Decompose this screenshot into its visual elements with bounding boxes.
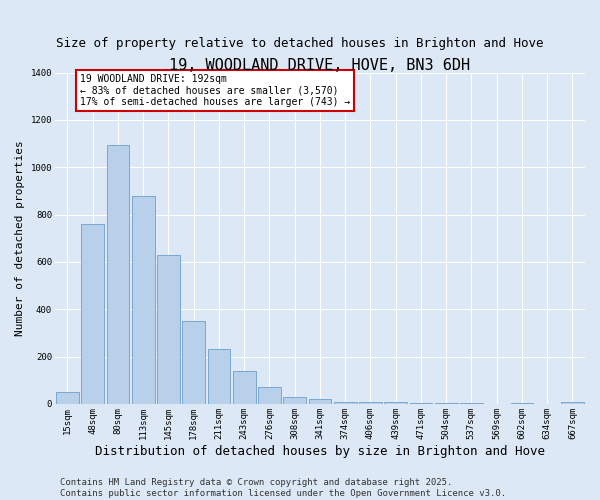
- Bar: [435, 402, 458, 404]
- Text: Contains HM Land Registry data © Crown copyright and database right 2025.
Contai: Contains HM Land Registry data © Crown c…: [60, 478, 506, 498]
- Bar: [182, 321, 205, 404]
- Y-axis label: Number of detached properties: Number of detached properties: [15, 140, 25, 336]
- Title: 19, WOODLAND DRIVE, HOVE, BN3 6DH: 19, WOODLAND DRIVE, HOVE, BN3 6DH: [169, 58, 470, 72]
- Bar: [132, 196, 155, 404]
- Text: Size of property relative to detached houses in Brighton and Hove: Size of property relative to detached ho…: [56, 38, 544, 51]
- Bar: [258, 388, 281, 404]
- Bar: [511, 402, 533, 404]
- Bar: [208, 350, 230, 404]
- Bar: [359, 402, 382, 404]
- Bar: [283, 397, 306, 404]
- Bar: [334, 402, 356, 404]
- Bar: [384, 402, 407, 404]
- Bar: [410, 402, 432, 404]
- X-axis label: Distribution of detached houses by size in Brighton and Hove: Distribution of detached houses by size …: [95, 444, 545, 458]
- Text: 19 WOODLAND DRIVE: 192sqm
← 83% of detached houses are smaller (3,570)
17% of se: 19 WOODLAND DRIVE: 192sqm ← 83% of detac…: [80, 74, 350, 107]
- Bar: [56, 392, 79, 404]
- Bar: [233, 371, 256, 404]
- Bar: [82, 224, 104, 404]
- Bar: [308, 399, 331, 404]
- Bar: [460, 402, 483, 404]
- Bar: [107, 144, 130, 404]
- Bar: [561, 402, 584, 404]
- Bar: [157, 255, 180, 404]
